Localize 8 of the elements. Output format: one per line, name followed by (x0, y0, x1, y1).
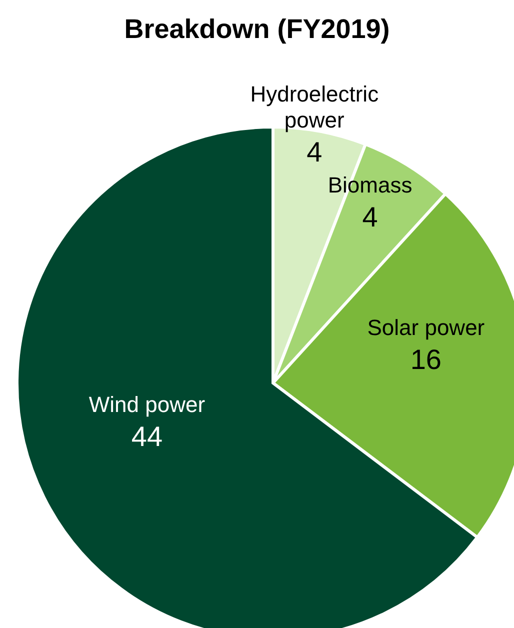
data-label: 4 (306, 136, 322, 168)
slice-label: Hydroelectric power (250, 82, 379, 133)
slice-label: Solar power (367, 314, 485, 340)
data-label: 4 (362, 201, 378, 232)
data-label: 44 (131, 420, 163, 452)
data-label: 16 (410, 344, 442, 375)
chart-title: Breakdown (FY2019) (123, 14, 391, 45)
slice-label: Wind power (88, 392, 206, 417)
